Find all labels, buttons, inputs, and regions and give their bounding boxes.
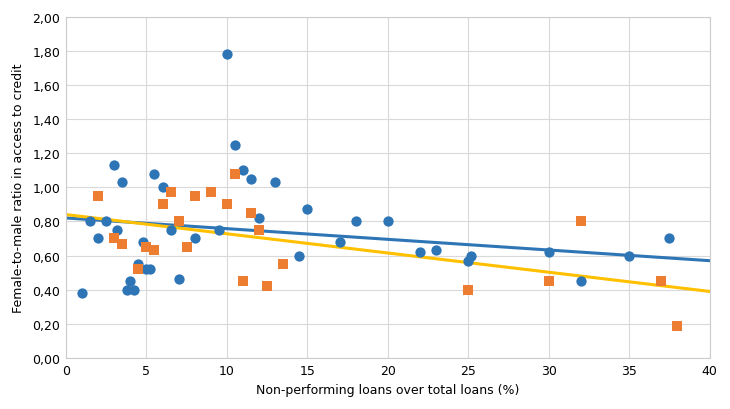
X-axis label: Non-performing loans over total loans (%): Non-performing loans over total loans (%… (256, 384, 520, 397)
Y-axis label: Female-to-male ratio in access to credit: Female-to-male ratio in access to credit (12, 63, 26, 312)
Point (76, 290, 88, 297)
Point (301, 207, 313, 213)
Point (92, 193, 104, 200)
Point (672, 322, 683, 329)
Point (173, 218, 185, 225)
Point (237, 278, 249, 285)
Point (253, 215, 265, 222)
Point (189, 193, 201, 200)
Point (543, 278, 555, 285)
Point (165, 227, 177, 234)
Point (575, 218, 587, 225)
Point (543, 249, 555, 256)
Point (205, 190, 217, 196)
Point (189, 236, 201, 242)
Point (181, 244, 193, 251)
Point (277, 261, 289, 268)
Point (269, 180, 281, 186)
Point (173, 276, 185, 283)
Point (149, 247, 161, 254)
Point (430, 247, 442, 254)
Point (101, 218, 112, 225)
Point (141, 244, 153, 251)
Point (334, 239, 345, 245)
Point (133, 261, 145, 268)
Point (229, 171, 241, 178)
Point (664, 236, 675, 242)
Point (137, 239, 149, 245)
Point (382, 218, 393, 225)
Point (112, 227, 123, 234)
Point (229, 142, 241, 148)
Point (237, 167, 249, 174)
Point (466, 253, 477, 259)
Point (245, 210, 257, 217)
Point (149, 171, 161, 178)
Point (656, 278, 667, 285)
Point (84, 218, 96, 225)
Point (133, 266, 145, 273)
Point (109, 162, 120, 169)
Point (125, 278, 137, 285)
Point (213, 227, 225, 234)
Point (462, 258, 474, 264)
Point (221, 52, 233, 58)
Point (350, 218, 361, 225)
Point (128, 287, 139, 293)
Point (253, 227, 265, 234)
Point (157, 184, 169, 191)
Point (144, 266, 155, 273)
Point (109, 236, 120, 242)
Point (245, 176, 257, 182)
Point (117, 180, 128, 186)
Point (623, 253, 635, 259)
Point (117, 241, 128, 247)
Point (157, 202, 169, 208)
Point (261, 283, 273, 290)
Point (165, 190, 177, 196)
Point (462, 287, 474, 293)
Point (575, 278, 587, 285)
Point (414, 249, 426, 256)
Point (141, 266, 153, 273)
Point (121, 287, 133, 293)
Point (293, 253, 305, 259)
Point (221, 202, 233, 208)
Point (92, 236, 104, 242)
